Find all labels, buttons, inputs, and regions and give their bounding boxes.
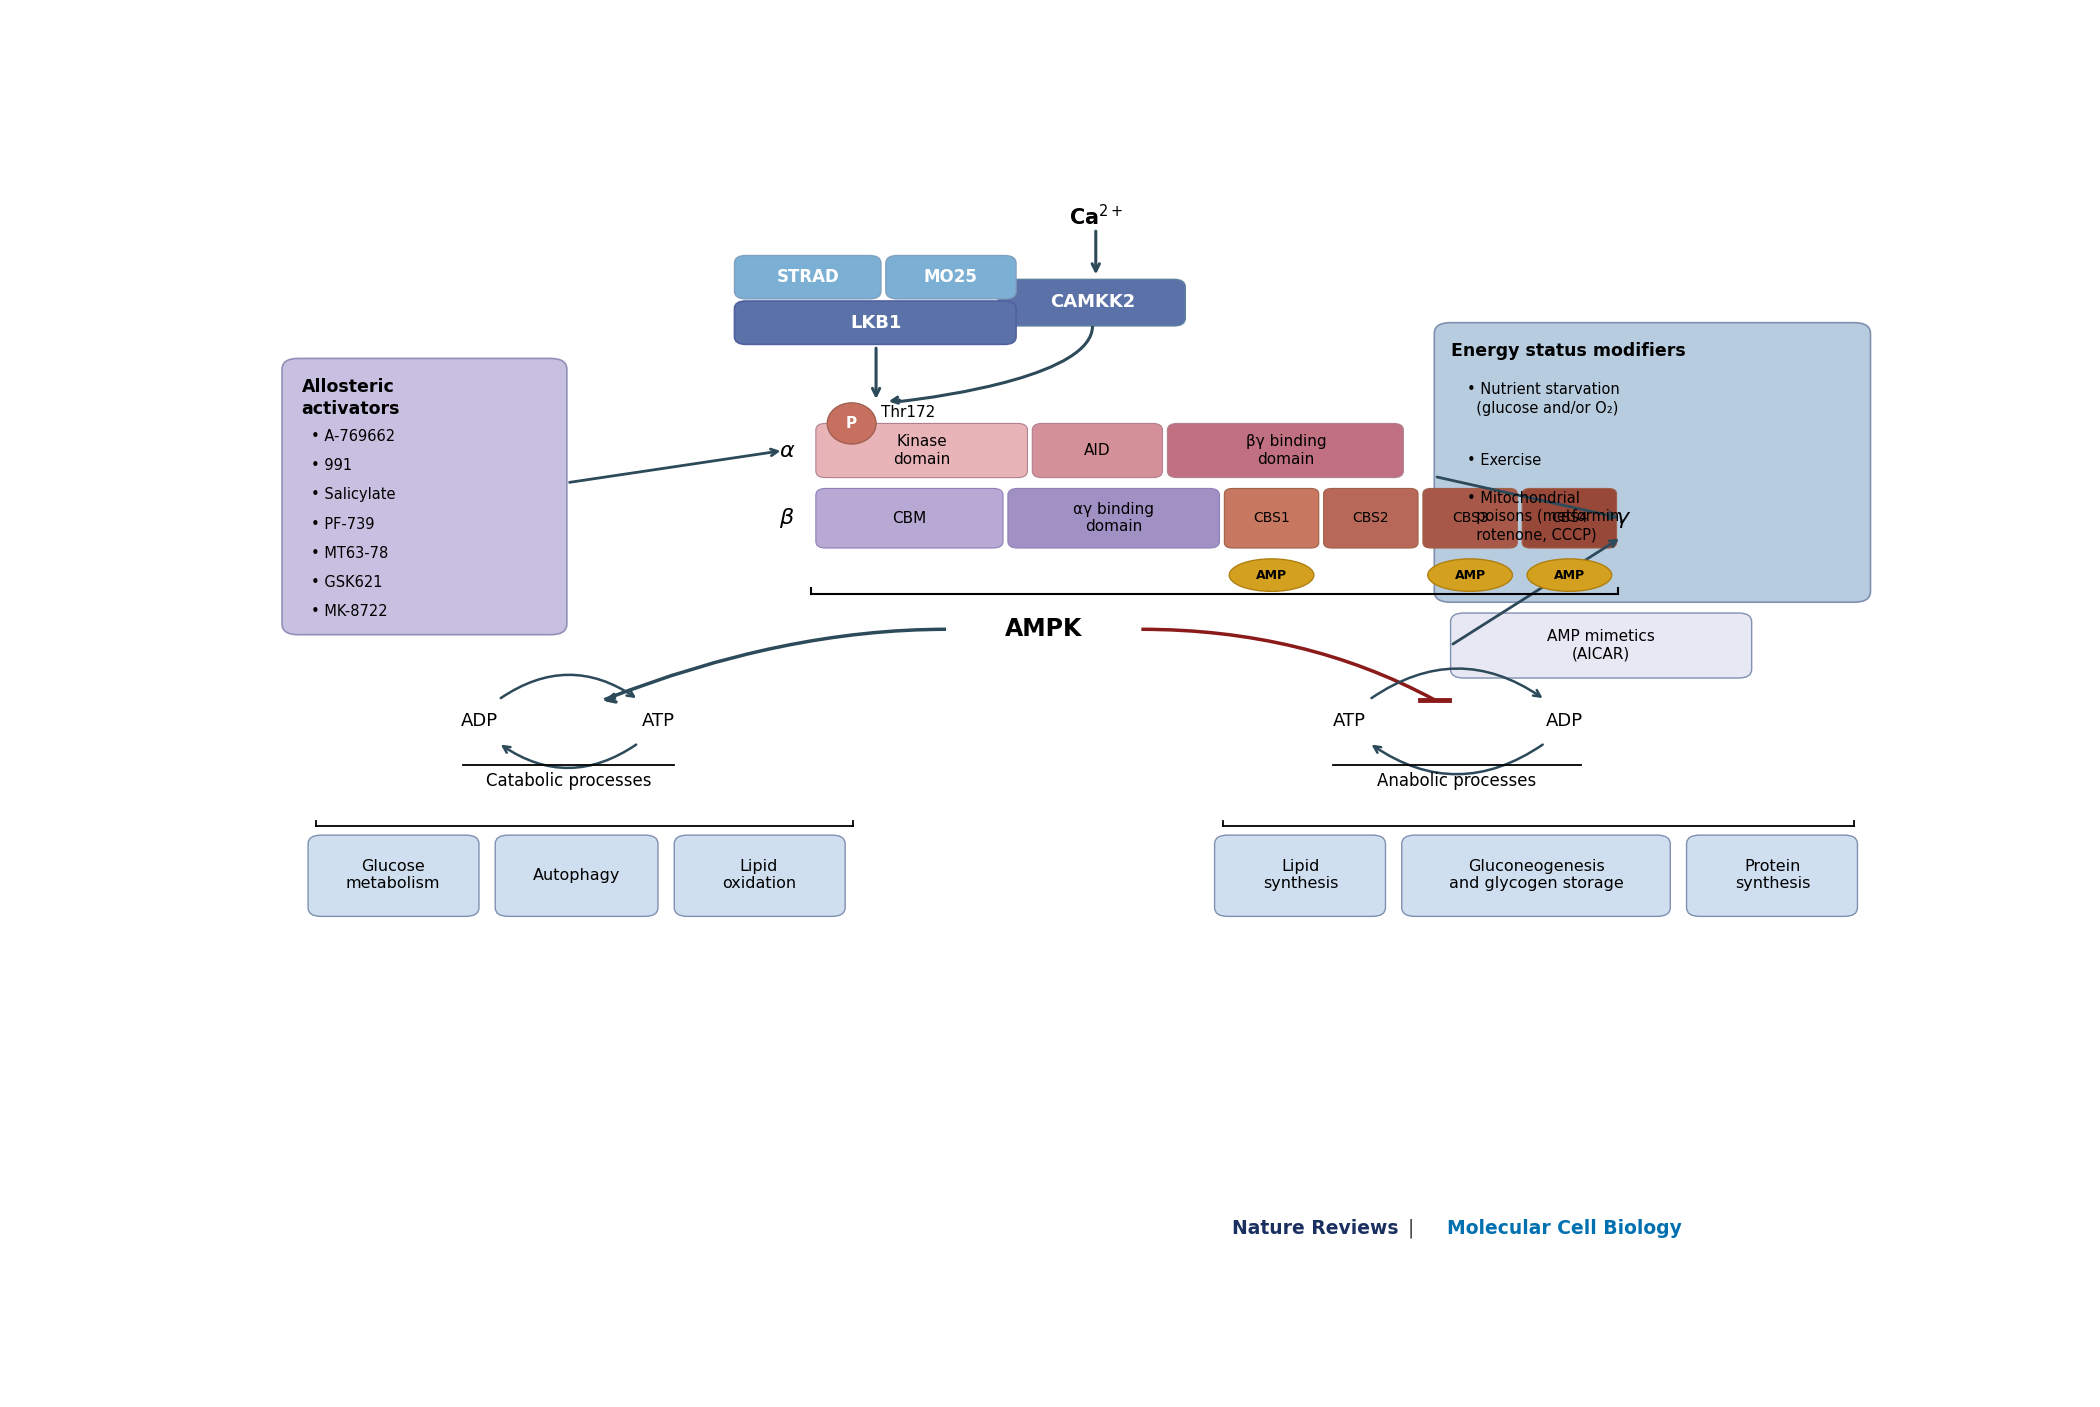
FancyBboxPatch shape xyxy=(1424,488,1518,547)
Text: Glucose
metabolism: Glucose metabolism xyxy=(344,860,441,892)
FancyBboxPatch shape xyxy=(1214,836,1386,916)
Ellipse shape xyxy=(1428,559,1512,591)
Text: |: | xyxy=(1403,1218,1420,1238)
FancyBboxPatch shape xyxy=(1224,488,1319,547)
FancyBboxPatch shape xyxy=(674,836,844,916)
Text: Autophagy: Autophagy xyxy=(533,868,620,882)
Text: • 991: • 991 xyxy=(311,459,353,473)
FancyBboxPatch shape xyxy=(1323,488,1418,547)
Text: CBM: CBM xyxy=(892,511,926,526)
FancyBboxPatch shape xyxy=(1008,488,1220,547)
Text: AMP: AMP xyxy=(1256,568,1287,581)
FancyBboxPatch shape xyxy=(1033,424,1163,477)
FancyBboxPatch shape xyxy=(815,424,1027,477)
Text: ATP: ATP xyxy=(1334,712,1367,730)
FancyBboxPatch shape xyxy=(1403,836,1670,916)
Text: • GSK621: • GSK621 xyxy=(311,575,382,590)
Text: Ca$^{2+}$: Ca$^{2+}$ xyxy=(1069,204,1124,229)
Text: αγ binding
domain: αγ binding domain xyxy=(1073,502,1155,535)
Text: P: P xyxy=(846,416,857,431)
Text: CBS1: CBS1 xyxy=(1254,511,1289,525)
Text: MO25: MO25 xyxy=(924,269,979,286)
FancyBboxPatch shape xyxy=(309,836,479,916)
FancyBboxPatch shape xyxy=(815,488,1004,547)
Text: • MK-8722: • MK-8722 xyxy=(311,605,388,619)
Text: Catabolic processes: Catabolic processes xyxy=(485,772,651,791)
Text: CAMKK2: CAMKK2 xyxy=(1050,293,1136,311)
Ellipse shape xyxy=(1527,559,1611,591)
Text: • Salicylate: • Salicylate xyxy=(311,487,395,502)
FancyBboxPatch shape xyxy=(1522,488,1617,547)
Text: AMP mimetics
(AICAR): AMP mimetics (AICAR) xyxy=(1548,629,1655,661)
FancyBboxPatch shape xyxy=(735,256,882,298)
Text: • PF-739: • PF-739 xyxy=(311,516,374,532)
Text: CBS4: CBS4 xyxy=(1552,511,1588,525)
Text: CBS2: CBS2 xyxy=(1352,511,1388,525)
Text: Gluconeogenesis
and glycogen storage: Gluconeogenesis and glycogen storage xyxy=(1449,860,1623,892)
FancyBboxPatch shape xyxy=(1686,836,1858,916)
FancyBboxPatch shape xyxy=(1451,613,1751,678)
Text: • Mitochondrial
  poisons (metformin,
  rotenone, CCCP): • Mitochondrial poisons (metformin, rote… xyxy=(1466,491,1623,543)
Text: β: β xyxy=(779,508,794,528)
Text: α: α xyxy=(779,440,794,460)
Text: AMP: AMP xyxy=(1455,568,1485,581)
Text: • Nutrient starvation
  (glucose and/or O₂): • Nutrient starvation (glucose and/or O₂… xyxy=(1466,383,1619,416)
Text: Nature Reviews: Nature Reviews xyxy=(1233,1218,1399,1238)
Text: Molecular Cell Biology: Molecular Cell Biology xyxy=(1447,1218,1682,1238)
FancyBboxPatch shape xyxy=(281,359,567,635)
FancyBboxPatch shape xyxy=(998,280,1184,326)
Text: STRAD: STRAD xyxy=(777,269,840,286)
Text: LKB1: LKB1 xyxy=(850,314,901,332)
Text: Lipid
oxidation: Lipid oxidation xyxy=(722,860,796,892)
Text: AID: AID xyxy=(1084,443,1111,459)
Text: Protein
synthesis: Protein synthesis xyxy=(1735,860,1810,892)
Text: Lipid
synthesis: Lipid synthesis xyxy=(1264,860,1338,892)
Text: ADP: ADP xyxy=(1546,712,1583,730)
Text: Allosteric
activators: Allosteric activators xyxy=(302,378,401,418)
FancyBboxPatch shape xyxy=(1434,322,1871,602)
Text: Thr172: Thr172 xyxy=(882,405,934,421)
FancyBboxPatch shape xyxy=(496,836,657,916)
Ellipse shape xyxy=(827,402,876,445)
Text: Kinase
domain: Kinase domain xyxy=(892,435,951,467)
Text: AMPK: AMPK xyxy=(1006,618,1082,642)
Text: • MT63-78: • MT63-78 xyxy=(311,546,388,561)
Text: Energy status modifiers: Energy status modifiers xyxy=(1451,342,1686,360)
FancyBboxPatch shape xyxy=(735,301,1016,345)
Text: ADP: ADP xyxy=(460,712,498,730)
Text: γ: γ xyxy=(1615,508,1628,528)
Text: • A-769662: • A-769662 xyxy=(311,429,395,445)
Text: CBS3: CBS3 xyxy=(1451,511,1489,525)
Ellipse shape xyxy=(1228,559,1315,591)
FancyBboxPatch shape xyxy=(1168,424,1403,477)
Text: • Exercise: • Exercise xyxy=(1466,453,1541,467)
Text: Anabolic processes: Anabolic processes xyxy=(1378,772,1537,791)
Text: AMP: AMP xyxy=(1554,568,1586,581)
Text: βγ binding
domain: βγ binding domain xyxy=(1245,435,1327,467)
FancyBboxPatch shape xyxy=(886,256,1016,298)
Text: ATP: ATP xyxy=(640,712,674,730)
